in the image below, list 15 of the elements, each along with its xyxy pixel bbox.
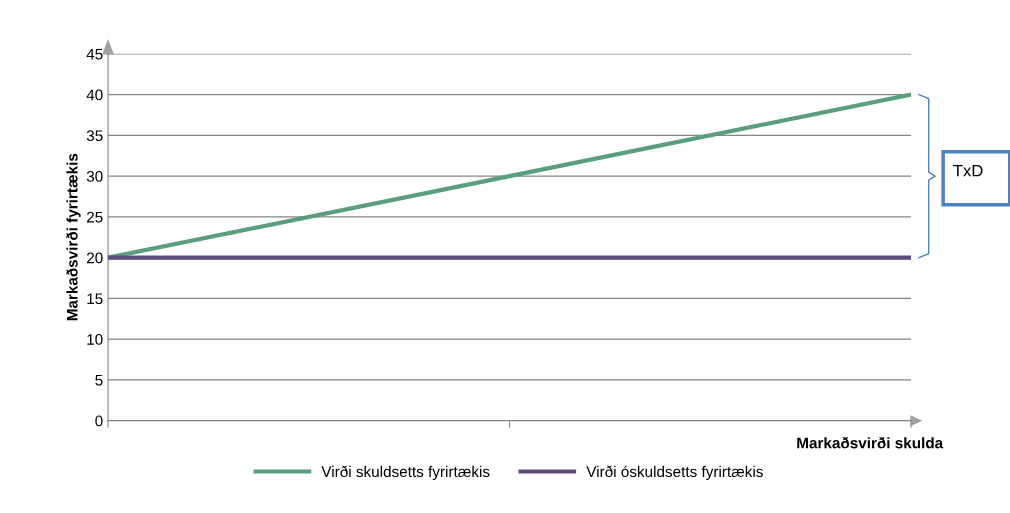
x-axis-title: Markaðsvirði skulda [797,437,944,449]
y-tick-label: 45 [86,48,103,60]
y-tick-label: 40 [86,89,103,101]
y-tick-label: 5 [95,374,103,386]
y-tick-label: 35 [86,130,103,142]
y-tick-label: 25 [86,211,103,223]
y-tick-label: 20 [86,252,103,264]
y-tick-label: 10 [87,334,103,345]
y-axis-title: Markaðsvirði fyrirtækis [66,153,81,321]
y-tick-label: 30 [86,171,103,182]
y-tick-label: 15 [87,293,103,305]
legend-label: Virði óskuldsetts fyrirtækis [586,465,763,481]
legend-label: Virði skuldsetts fyrirtækis [321,465,490,481]
text: TxD [953,164,983,177]
y-tick-label: 0 [95,415,103,427]
